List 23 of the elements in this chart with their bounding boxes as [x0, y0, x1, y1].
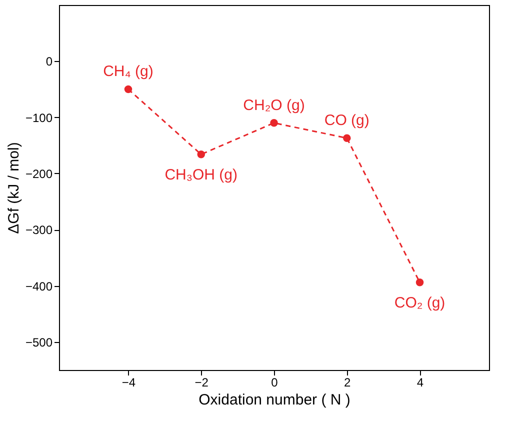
y-tick-label: −500 — [25, 335, 53, 350]
annotation: CH₃OH (g) — [164, 166, 238, 184]
point — [270, 119, 278, 127]
point — [343, 134, 351, 142]
point — [197, 150, 205, 158]
annotation: CH₂O (g) — [243, 96, 305, 114]
x-tick-label: −4 — [122, 376, 136, 390]
y-tick-label: −200 — [25, 166, 53, 181]
annotation: CO₂ (g) — [394, 294, 446, 312]
x-tick-label: 2 — [344, 376, 352, 390]
x-tick-label: 4 — [416, 376, 424, 390]
y-tick-label: −300 — [25, 223, 53, 238]
y-tick-label: −400 — [25, 279, 53, 294]
point — [124, 85, 132, 94]
x-tick-label: −2 — [194, 376, 209, 390]
y-tick-label: 0 — [46, 54, 53, 69]
y-tick-label: −100 — [25, 110, 53, 125]
y-axis-title: ΔGf (kJ / mol) — [5, 142, 22, 234]
annotation: CO (g) — [324, 112, 370, 130]
annotation: CH₄ (g) — [103, 63, 154, 80]
point — [416, 278, 424, 286]
x-tick-label: 0 — [271, 376, 278, 390]
x-axis-title: Oxidation number ( N ) — [198, 392, 350, 408]
